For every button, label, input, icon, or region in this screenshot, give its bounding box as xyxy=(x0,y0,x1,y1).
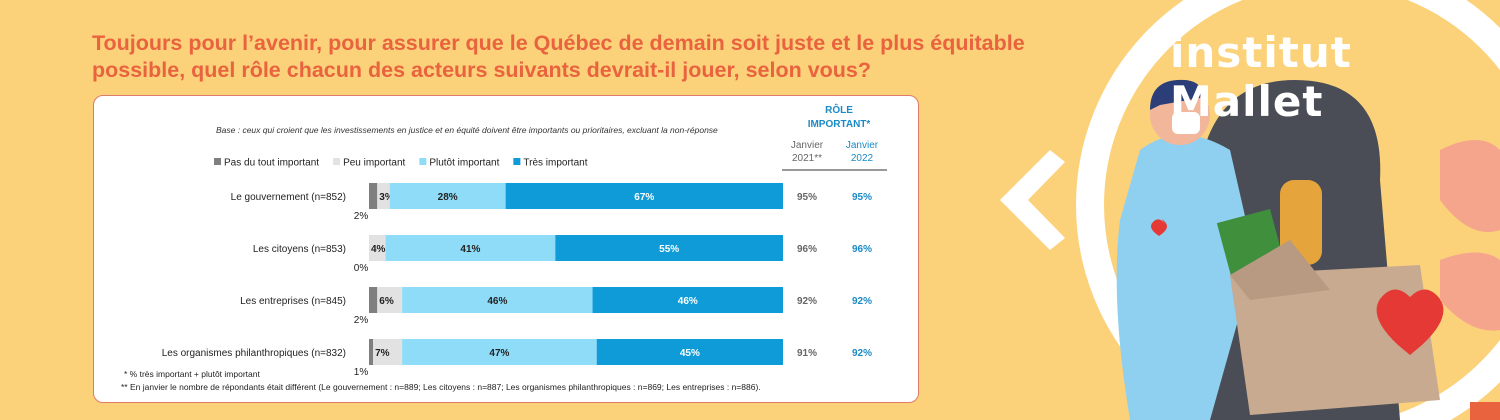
category-label-1: Les citoyens (n=853) xyxy=(253,244,346,255)
bar-label-3-2: 47% xyxy=(489,348,509,359)
side-value-1-2: 92% xyxy=(852,296,872,307)
bar-label-0-3: 67% xyxy=(634,192,654,203)
bar-label-1-2: 41% xyxy=(460,244,480,255)
side-value-0-2: 92% xyxy=(797,296,817,307)
side-table-header-line1: RÔLE xyxy=(825,103,853,116)
bar-label-3-3: 45% xyxy=(680,348,700,359)
chart-card: Base : ceux qui croient que les investis… xyxy=(93,95,919,403)
side-value-0-1: 96% xyxy=(797,244,817,255)
bar-1-1 xyxy=(369,235,386,261)
chevron-left-icon xyxy=(1000,150,1065,250)
bar-label-2-0: 2% xyxy=(354,315,369,326)
legend-swatch-3 xyxy=(513,158,521,165)
bar-3-1 xyxy=(373,339,403,365)
clapping-hand-top xyxy=(1440,140,1500,232)
side-value-0-0: 95% xyxy=(797,192,817,203)
bar-label-1-1: 4% xyxy=(371,244,386,255)
bar-label-3-1: 7% xyxy=(375,348,390,359)
bar-0-2 xyxy=(389,183,506,209)
bar-0-1 xyxy=(377,183,390,209)
bar-3-3 xyxy=(596,339,783,365)
bar-0-0 xyxy=(369,183,378,209)
stacked-bar-chart: Base : ceux qui croient que les investis… xyxy=(121,103,887,392)
grocery-box-lid xyxy=(1230,240,1330,300)
footnote-2: ** En janvier le nombre de répondants ét… xyxy=(121,382,761,392)
bar-0-3 xyxy=(505,183,783,209)
brand-logo: institut Mallet xyxy=(1170,28,1352,126)
bar-label-0-1: 3% xyxy=(379,192,394,203)
bar-label-2-2: 46% xyxy=(487,296,507,307)
side-value-1-1: 96% xyxy=(852,244,872,255)
person-hair xyxy=(1150,79,1201,110)
category-label-2: Les entreprises (n=845) xyxy=(240,296,346,307)
bar-label-2-3: 46% xyxy=(678,296,698,307)
clapping-hand-bottom xyxy=(1440,252,1500,331)
bar-2-1 xyxy=(377,287,403,313)
face-mask xyxy=(1172,112,1200,134)
bar-3-0 xyxy=(369,339,374,365)
corner-accent xyxy=(1470,402,1500,420)
heart-small-icon xyxy=(1151,219,1167,236)
footnote-1: * % très important + plutôt important xyxy=(124,369,260,379)
bar-label-3-0: 1% xyxy=(354,367,369,378)
bar-label-1-3: 55% xyxy=(659,244,679,255)
side-col-label1-1: Janvier xyxy=(846,140,879,151)
page-title: Toujours pour l’avenir, pour assurer que… xyxy=(92,31,1025,82)
bar-3-2 xyxy=(402,339,597,365)
bar-label-2-1: 6% xyxy=(379,296,394,307)
side-col-label2-1: 2022 xyxy=(851,153,874,164)
white-arc-decoration xyxy=(1076,0,1500,420)
category-label-3: Les organismes philanthropiques (n=832) xyxy=(162,348,346,359)
side-value-1-0: 95% xyxy=(852,192,872,203)
heart-large-icon xyxy=(1376,289,1444,355)
person-body xyxy=(1116,135,1255,420)
bar-2-3 xyxy=(592,287,783,313)
legend-swatch-1 xyxy=(333,158,341,165)
category-label-0: Le gouvernement (n=852) xyxy=(231,192,346,203)
bar-label-1-0: 0% xyxy=(354,263,369,274)
legend-label-1: Peu important xyxy=(343,158,405,169)
side-col-label1-0: Janvier xyxy=(791,140,824,151)
bar-label-0-2: 28% xyxy=(438,192,458,203)
legend-swatch-0 xyxy=(214,158,221,165)
bar-2-0 xyxy=(369,287,378,313)
side-value-1-3: 92% xyxy=(852,348,872,359)
legend-swatch-2 xyxy=(419,158,427,165)
legend-label-0: Pas du tout important xyxy=(224,158,319,169)
bar-2-2 xyxy=(402,287,593,313)
bar-1-3 xyxy=(555,235,783,261)
side-value-0-3: 91% xyxy=(797,348,817,359)
base-note: Base : ceux qui croient que les investis… xyxy=(216,125,718,135)
side-col-label2-0: 2021** xyxy=(792,153,822,164)
legend-label-2: Plutôt important xyxy=(429,158,499,169)
bar-label-0-0: 2% xyxy=(354,211,369,222)
side-table-header-line2: IMPORTANT* xyxy=(808,119,871,130)
legend-label-3: Très important xyxy=(523,158,587,169)
bar-1-2 xyxy=(385,235,556,261)
